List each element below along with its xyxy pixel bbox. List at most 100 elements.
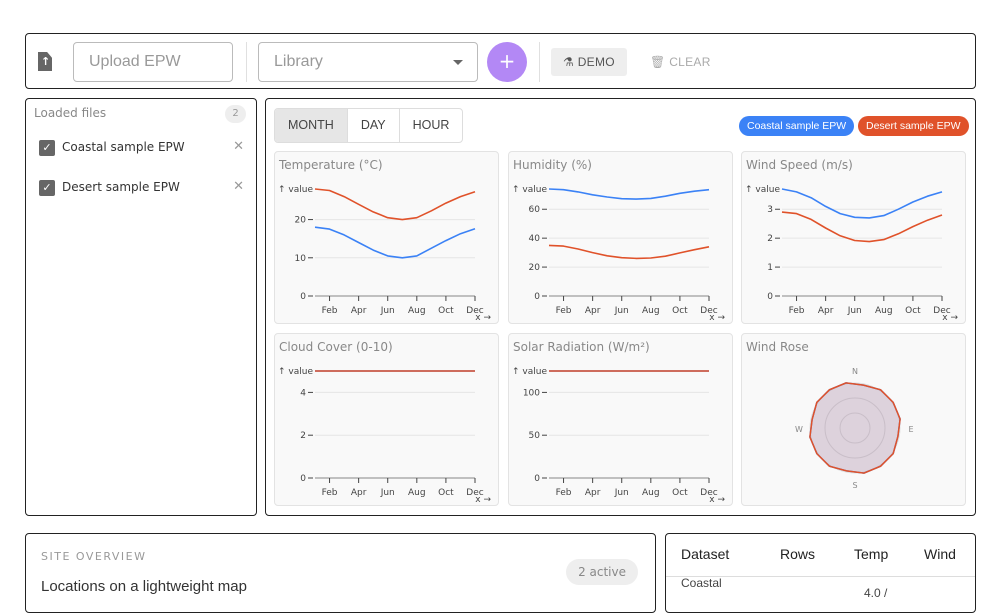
x-tick-label: Dec xyxy=(700,306,717,316)
x-tick-label: Feb xyxy=(322,306,338,316)
caret-down-icon xyxy=(453,60,463,70)
y-tick-label: 50 xyxy=(529,431,541,441)
x-axis-label: x → xyxy=(475,313,491,323)
y-tick-label: 100 xyxy=(523,388,540,398)
file-item: ✓ Coastal sample EPW ✕ xyxy=(39,139,244,157)
y-tick-label: 4 xyxy=(300,388,306,398)
y-axis-label: ↑ value xyxy=(278,367,313,377)
x-tick-label: Jun xyxy=(614,306,629,316)
x-tick-label: Aug xyxy=(408,488,426,498)
file-upload-icon[interactable] xyxy=(38,52,52,71)
clear-button[interactable]: 🗑 CLEAR xyxy=(638,48,723,76)
x-tick-label: Dec xyxy=(466,488,483,498)
tab-hour[interactable]: HOUR xyxy=(412,118,450,132)
series-line-coastal xyxy=(781,188,943,219)
x-tick-label: Aug xyxy=(875,306,893,316)
chart-title: Humidity (%) xyxy=(513,158,592,172)
wind-rose-chart: Wind Rose N E S W xyxy=(741,333,966,506)
y-tick-label: 1 xyxy=(767,263,773,273)
checkbox-checked-icon[interactable]: ✓ xyxy=(39,140,55,156)
direction-label: S xyxy=(852,481,857,490)
flask-icon: ⚗ xyxy=(563,55,575,69)
files-count-badge: 2 xyxy=(225,105,246,123)
loaded-files-title: Loaded files xyxy=(34,106,107,120)
humidity-chart: Humidity (%) 0 20 40 60 Feb Apr Jun Aug Oct Dec ↑ v… xyxy=(508,151,733,324)
x-tick-label: Feb xyxy=(789,306,805,316)
library-select[interactable]: Library xyxy=(258,42,478,82)
series-line-coastal xyxy=(548,188,710,200)
series-line-coastal xyxy=(314,226,476,259)
wind-rose-desert xyxy=(809,382,901,474)
y-tick-label: 60 xyxy=(529,205,541,215)
column-header-temp[interactable]: Temp xyxy=(854,546,889,562)
clear-label: CLEAR xyxy=(669,55,711,69)
chart-title: Wind Rose xyxy=(746,340,809,354)
trash-icon: 🗑 xyxy=(650,55,666,69)
radar-ring xyxy=(839,412,871,444)
column-header-rows[interactable]: Rows xyxy=(780,546,816,562)
close-icon[interactable]: ✕ xyxy=(233,139,244,154)
x-tick-label: Oct xyxy=(438,306,454,316)
y-axis-label: ↑ value xyxy=(745,185,780,195)
x-tick-label: Aug xyxy=(408,306,426,316)
direction-label: E xyxy=(908,425,913,434)
file-label: Desert sample EPW xyxy=(62,180,180,194)
demo-label: DEMO xyxy=(577,55,615,69)
close-icon[interactable]: ✕ xyxy=(233,179,244,194)
y-tick-label: 0 xyxy=(300,474,306,484)
site-overview-subtitle: Locations on a lightweight map xyxy=(41,578,247,595)
chart-title: Temperature (°C) xyxy=(279,158,383,172)
solar-radiation-chart: Solar Radiation (W/m²) 0 50 100 Feb Apr Jun Aug… xyxy=(508,333,733,506)
x-tick-label: Apr xyxy=(818,306,834,316)
y-tick-label: 3 xyxy=(767,205,773,215)
checkbox-checked-icon[interactable]: ✓ xyxy=(39,180,55,196)
granularity-tabs: MONTH DAY HOUR xyxy=(274,108,464,143)
chart-title: Cloud Cover (0-10) xyxy=(279,340,393,354)
x-tick-label: Feb xyxy=(322,488,338,498)
y-tick-label: 20 xyxy=(295,216,307,226)
site-overview-panel: SITE OVERVIEW Locations on a lightweight… xyxy=(25,533,656,613)
legend-coastal[interactable]: Coastal sample EPW xyxy=(739,116,855,136)
add-button[interactable]: + xyxy=(487,42,527,82)
tab-month[interactable]: MONTH xyxy=(275,109,348,142)
y-tick-label: 0 xyxy=(534,474,540,484)
demo-button[interactable]: ⚗ DEMO xyxy=(551,48,627,76)
y-tick-label: 0 xyxy=(300,292,306,302)
upload-epw-input[interactable]: Upload EPW xyxy=(73,42,233,82)
radar-ring xyxy=(824,397,886,459)
y-axis-label: ↑ value xyxy=(512,185,547,195)
column-header-dataset[interactable]: Dataset xyxy=(681,546,730,562)
y-tick-label: 0 xyxy=(534,292,540,302)
tab-day[interactable]: DAY xyxy=(348,109,400,142)
x-tick-label: Apr xyxy=(585,306,601,316)
header-divider xyxy=(666,576,975,577)
direction-label: N xyxy=(852,367,858,376)
divider xyxy=(246,42,247,82)
x-tick-label: Apr xyxy=(351,488,367,498)
toolbar: Upload EPW Library + ⚗ DEMO 🗑 CLEAR xyxy=(25,33,976,89)
series-line-desert xyxy=(314,188,476,221)
charts-panel: MONTH DAY HOUR Coastal sample EPW Desert… xyxy=(265,98,976,516)
series-line-desert xyxy=(781,211,943,243)
y-tick-label: 2 xyxy=(767,234,773,244)
radar-ring xyxy=(809,382,901,474)
x-tick-label: Jun xyxy=(614,488,629,498)
active-badge: 2 active xyxy=(566,559,638,585)
legend-desert[interactable]: Desert sample EPW xyxy=(858,116,969,136)
chart-title: Solar Radiation (W/m²) xyxy=(513,340,650,354)
y-tick-label: 40 xyxy=(529,234,541,244)
y-tick-label: 0 xyxy=(767,292,773,302)
chart-title: Wind Speed (m/s) xyxy=(746,158,853,172)
loaded-files-panel: Loaded files 2 ✓ Coastal sample EPW ✕ ✓ … xyxy=(25,98,257,516)
x-axis-label: x → xyxy=(709,495,725,505)
temperature-chart: Temperature (°C) 0 10 20 Feb Apr Jun Aug Oct Dec ↑… xyxy=(274,151,499,324)
divider xyxy=(539,42,540,82)
x-axis-label: x → xyxy=(942,313,958,323)
x-axis-label: x → xyxy=(709,313,725,323)
cloud-cover-chart: Cloud Cover (0-10) 0 2 4 Feb Apr Jun Aug Oct Dec ↑… xyxy=(274,333,499,506)
column-header-wind[interactable]: Wind xyxy=(924,546,956,562)
x-tick-label: Aug xyxy=(642,488,660,498)
x-tick-label: Dec xyxy=(466,306,483,316)
table-cell-dataset: Coastal xyxy=(681,576,722,590)
y-axis-label: ↑ value xyxy=(512,367,547,377)
